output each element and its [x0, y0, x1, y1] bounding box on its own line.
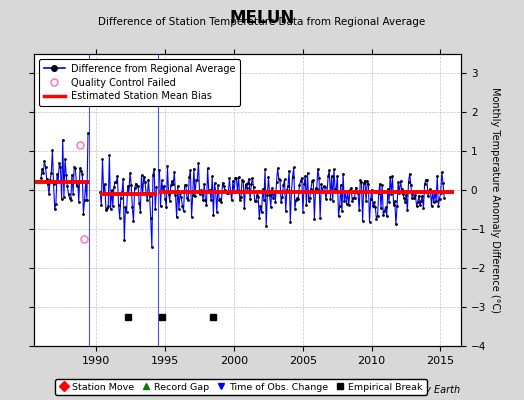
Text: MELUN: MELUN — [230, 9, 294, 27]
Y-axis label: Monthly Temperature Anomaly Difference (°C): Monthly Temperature Anomaly Difference (… — [490, 87, 500, 313]
Legend: Station Move, Record Gap, Time of Obs. Change, Empirical Break: Station Move, Record Gap, Time of Obs. C… — [56, 379, 427, 395]
Legend: Difference from Regional Average, Quality Control Failed, Estimated Station Mean: Difference from Regional Average, Qualit… — [39, 59, 241, 106]
Text: Berkeley Earth: Berkeley Earth — [388, 385, 460, 395]
Text: Difference of Station Temperature Data from Regional Average: Difference of Station Temperature Data f… — [99, 17, 425, 27]
